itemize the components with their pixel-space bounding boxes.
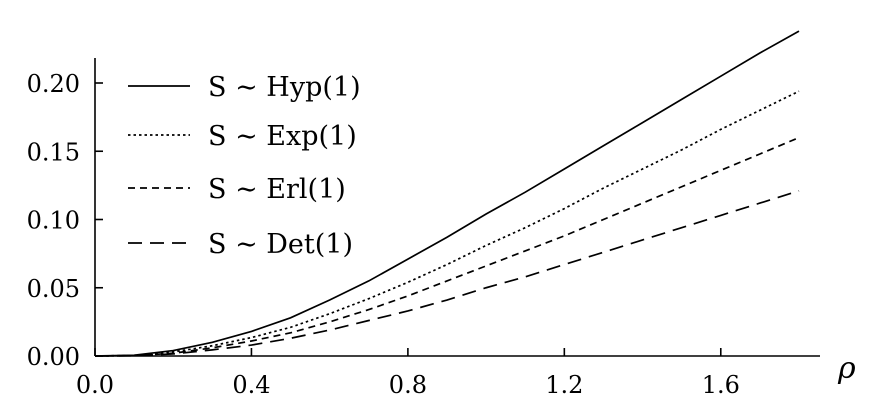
y-tick-label: 0.10 — [27, 207, 80, 235]
x-tick-label: 0.0 — [76, 371, 114, 399]
y-tick-label: 0.15 — [27, 138, 80, 166]
legend: S ∼ Hyp(1) S ∼ Exp(1) S ∼ Erl(1) S ∼ Det(1) — [128, 72, 361, 260]
series-layer — [94, 30, 800, 357]
y-tick-label: 0.00 — [27, 343, 80, 371]
y-tick-label: 0.20 — [27, 70, 80, 98]
x-axis-label: ρ — [837, 351, 856, 386]
x-tick-label: 1.6 — [702, 371, 740, 399]
axes — [94, 58, 820, 357]
x-tick-label: 0.8 — [389, 371, 427, 399]
series-line-3 — [94, 136, 800, 357]
legend-label: S ∼ Det(1) — [208, 229, 353, 260]
series-line-2 — [94, 90, 800, 357]
x-tick-label: 1.2 — [545, 371, 583, 399]
x-tick-label: 0.4 — [232, 371, 270, 399]
series-line-1 — [94, 30, 800, 357]
legend-label: S ∼ Exp(1) — [208, 121, 357, 152]
legend-label: S ∼ Erl(1) — [208, 174, 346, 205]
legend-label: S ∼ Hyp(1) — [208, 72, 361, 103]
series-line-4 — [94, 190, 800, 357]
x-ticks: 0.0 0.4 0.8 1.2 1.6 — [76, 348, 740, 399]
y-ticks: 0.00 0.05 0.10 0.15 0.20 — [27, 70, 103, 371]
y-tick-label: 0.05 — [27, 275, 80, 303]
